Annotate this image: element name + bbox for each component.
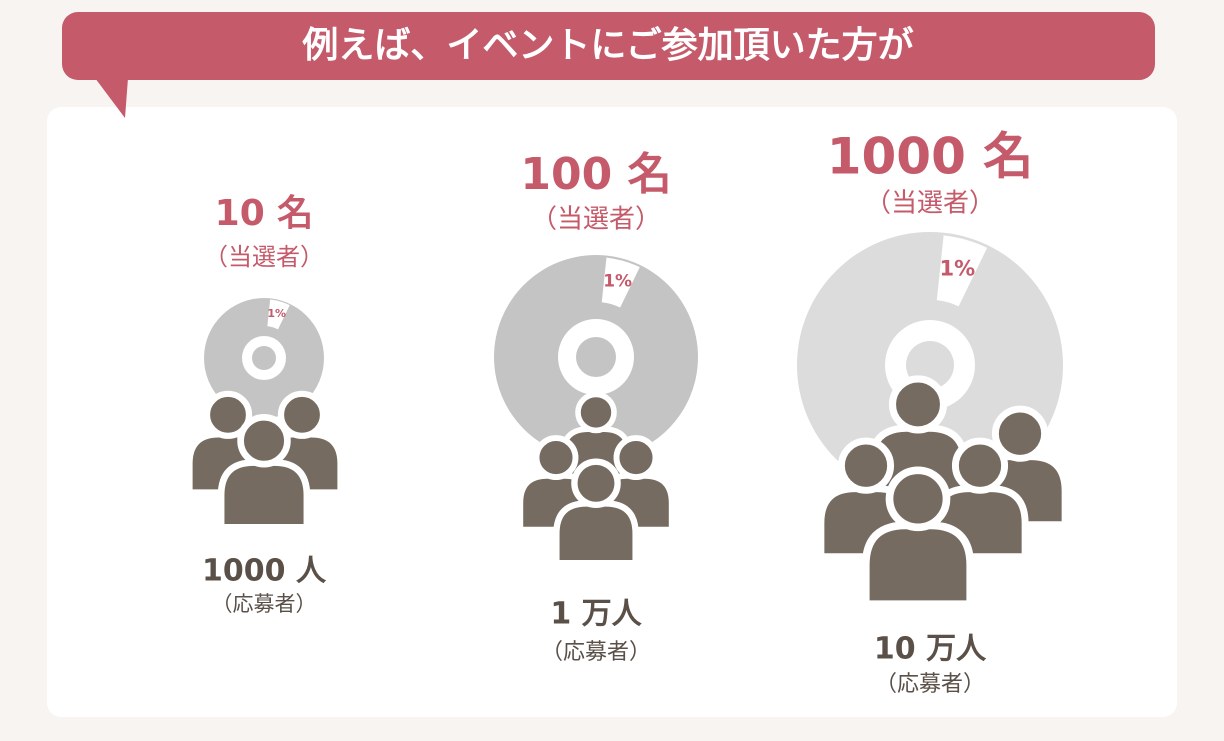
winners-note: （当選者） — [531, 205, 661, 235]
applicants-note: （応募者） — [541, 640, 651, 665]
person-body — [217, 459, 311, 531]
share-slice — [936, 235, 988, 307]
person-head — [837, 437, 895, 494]
banner — [62, 12, 1155, 80]
share-slice — [267, 299, 290, 330]
person-head — [951, 437, 1009, 494]
applicants-note: （応募者） — [875, 672, 985, 697]
person-head — [277, 390, 327, 439]
winners-note: （当選者） — [865, 189, 995, 219]
person-body — [553, 500, 639, 567]
share-slice — [601, 257, 640, 308]
person-head — [575, 391, 617, 434]
winners: 10 名 — [215, 193, 314, 234]
person-head — [237, 413, 291, 468]
applicants: 10 万人 — [874, 632, 987, 667]
groups: 10 名 （当選者） 1% 1000 人 （応募者） 100 名 （当選者） 1% 1 万人 （応… — [186, 128, 1069, 697]
donut-center — [252, 346, 276, 370]
person-head — [613, 435, 659, 481]
donut-center — [576, 337, 616, 377]
banner-tail — [95, 78, 128, 118]
person-head — [885, 466, 951, 532]
person-head — [991, 405, 1049, 462]
person-head — [203, 390, 253, 439]
person — [217, 413, 311, 531]
title: 例えば、イベントにご参加頂いた方が — [301, 25, 913, 66]
winners: 1000 名 — [827, 128, 1034, 186]
person-head — [571, 458, 621, 509]
applicants: 1000 人 — [202, 554, 327, 589]
person-head — [533, 435, 579, 481]
share-label: 1% — [267, 307, 286, 320]
winners-note: （当選者） — [204, 243, 324, 271]
share-label: 1% — [939, 257, 975, 281]
person-body — [861, 521, 975, 609]
person-head — [888, 375, 948, 434]
person — [553, 458, 639, 567]
applicants-note: （応募者） — [212, 592, 317, 616]
share-label: 1% — [603, 271, 632, 291]
applicants: 1 万人 — [550, 597, 642, 632]
person — [861, 466, 975, 609]
winners: 100 名 — [520, 149, 671, 200]
